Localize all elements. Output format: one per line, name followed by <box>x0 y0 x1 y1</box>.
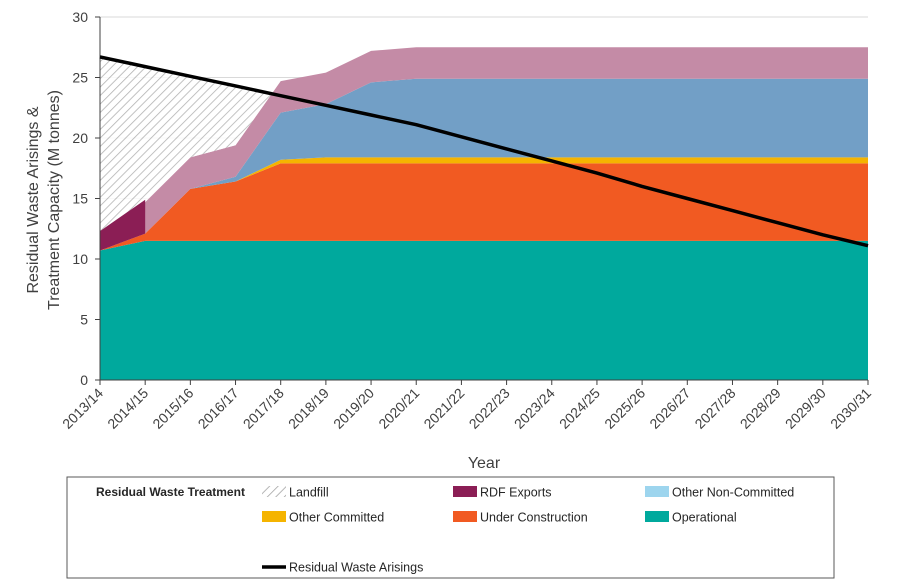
x-tick-label: 2017/18 <box>240 385 287 432</box>
x-axis-title: Year <box>468 455 501 472</box>
line-residual-waste-arisings <box>99 55 869 248</box>
axes <box>95 16 869 385</box>
y-axis-title: Residual Waste Arisings & Treatment Capa… <box>25 90 63 310</box>
x-tick-label: 2023/24 <box>511 385 558 432</box>
legend-item-other-committed: Other Committed <box>262 511 384 525</box>
y-tick-label: 30 <box>72 9 88 25</box>
y-tick-label: 25 <box>72 70 88 86</box>
x-tick-label: 2022/23 <box>466 385 513 432</box>
stacked-areas <box>100 47 868 380</box>
legend-item-under-construction: Under Construction <box>453 511 588 525</box>
x-tick-label: 2028/29 <box>737 385 784 432</box>
y-axis-title-line-2: Treatment Capacity (M tonnes) <box>46 90 63 310</box>
arisings-line <box>99 55 869 248</box>
y-tick-label: 0 <box>80 372 88 388</box>
x-tick-label: 2019/20 <box>330 385 377 432</box>
y-axis-title-line-1: Residual Waste Arisings & <box>25 106 42 293</box>
y-tick-label: 15 <box>72 191 88 207</box>
area-under-construction <box>100 163 868 251</box>
area-operational <box>100 240 868 380</box>
legend-swatch <box>645 486 669 497</box>
legend: Residual Waste Treatment Landfill RDF Exp… <box>66 476 835 579</box>
legend-item-operational: Operational <box>645 511 737 525</box>
legend-swatch <box>453 511 477 522</box>
x-tick-label: 2026/27 <box>646 385 693 432</box>
legend-swatch <box>453 486 477 497</box>
legend-item-other-non-committed: Other Non-Committed <box>645 486 794 500</box>
legend-swatch <box>645 511 669 522</box>
legend-label: RDF Exports <box>480 486 552 500</box>
x-tick-label: 2016/17 <box>195 385 242 432</box>
legend-item-landfill: Landfill <box>262 486 329 500</box>
x-tick-label: 2021/22 <box>420 385 467 432</box>
x-tick-label: 2030/31 <box>827 385 874 432</box>
x-tick-label: 2014/15 <box>104 385 151 432</box>
y-tick-label: 20 <box>72 130 88 146</box>
x-tick-label: 2029/30 <box>782 385 829 432</box>
area-rdf-exports-early <box>100 199 146 251</box>
y-tick-label: 10 <box>72 251 88 267</box>
legend-item-rdf-exports: RDF Exports <box>453 486 552 500</box>
x-tick-label: 2018/19 <box>285 385 332 432</box>
x-tick-label: 2027/28 <box>691 385 738 432</box>
legend-label: Operational <box>672 511 737 525</box>
legend-box <box>66 476 835 579</box>
legend-item-residual-waste-arisings: Residual Waste Arisings <box>262 561 423 575</box>
legend-label: Other Committed <box>289 511 384 525</box>
y-tick-label: 5 <box>80 312 88 328</box>
legend-label: Landfill <box>289 486 329 500</box>
x-tick-label: 2015/16 <box>149 385 196 432</box>
x-tick-label: 2013/14 <box>59 385 106 432</box>
x-tick-label: 2024/25 <box>556 385 603 432</box>
x-tick-label: 2025/26 <box>601 385 648 432</box>
legend-hatch-swatch <box>262 486 286 497</box>
legend-label: Residual Waste Arisings <box>289 561 423 575</box>
legend-swatch <box>262 511 286 522</box>
legend-label: Under Construction <box>480 511 588 525</box>
legend-title: Residual Waste Treatment <box>96 485 245 499</box>
legend-label: Other Non-Committed <box>672 486 794 500</box>
area-other-non-committed <box>100 78 868 251</box>
x-tick-label: 2020/21 <box>375 385 422 432</box>
area-landfill <box>100 56 272 232</box>
